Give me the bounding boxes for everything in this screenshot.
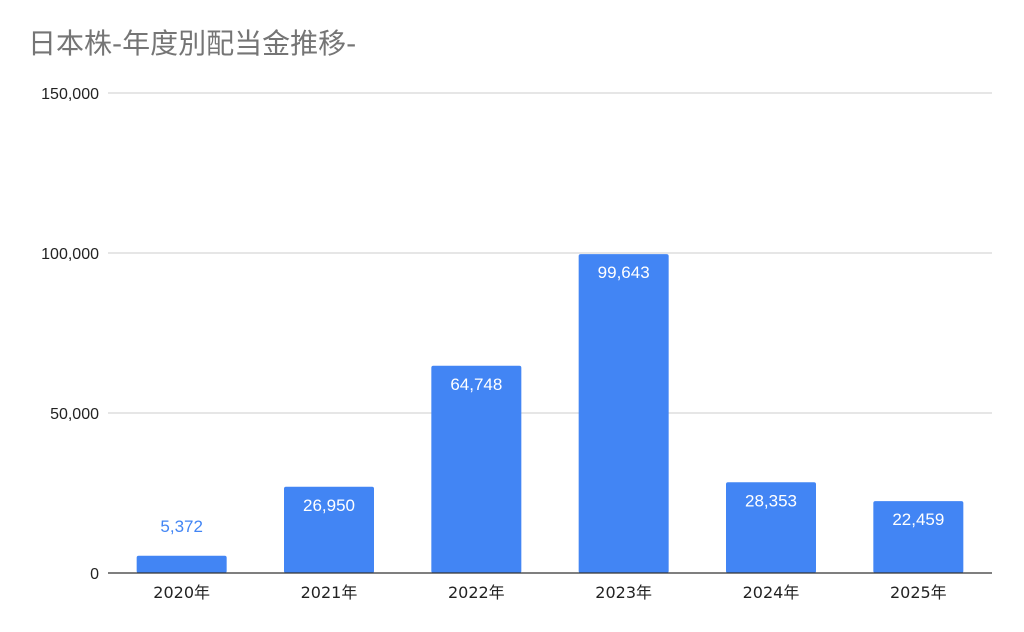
y-tick-label: 50,000 <box>50 406 99 423</box>
bar <box>136 555 227 573</box>
bar <box>431 365 522 573</box>
gridlines <box>108 92 992 414</box>
y-tick-label: 0 <box>90 566 99 583</box>
x-tick-label: 2021年 <box>301 583 358 602</box>
data-label: 64,748 <box>450 375 502 394</box>
data-labels: 5,372 26,950 64,748 99,643 28,353 22,459 <box>160 263 944 536</box>
bar <box>284 486 374 573</box>
y-tick-label: 100,000 <box>41 246 99 263</box>
y-axis-ticks: 0 50,000 100,000 150,000 <box>41 86 99 583</box>
bar <box>873 501 964 573</box>
bar <box>578 254 669 573</box>
chart-title: 日本株-年度別配当金推移- <box>28 27 357 60</box>
x-tick-label: 2023年 <box>595 583 652 602</box>
x-axis-ticks: 2020年 2021年 2022年 2023年 2024年 2025年 <box>153 583 946 602</box>
bar <box>726 482 816 573</box>
data-label: 28,353 <box>745 491 797 510</box>
data-label: 99,643 <box>598 263 650 282</box>
data-label: 26,950 <box>303 496 355 515</box>
bars <box>136 254 964 573</box>
data-label: 5,372 <box>160 517 203 536</box>
x-tick-label: 2020年 <box>153 583 210 602</box>
x-tick-label: 2024年 <box>743 583 800 602</box>
y-tick-label: 150,000 <box>41 86 99 103</box>
x-tick-label: 2025年 <box>890 583 947 602</box>
data-label: 22,459 <box>892 510 944 529</box>
x-tick-label: 2022年 <box>448 583 505 602</box>
